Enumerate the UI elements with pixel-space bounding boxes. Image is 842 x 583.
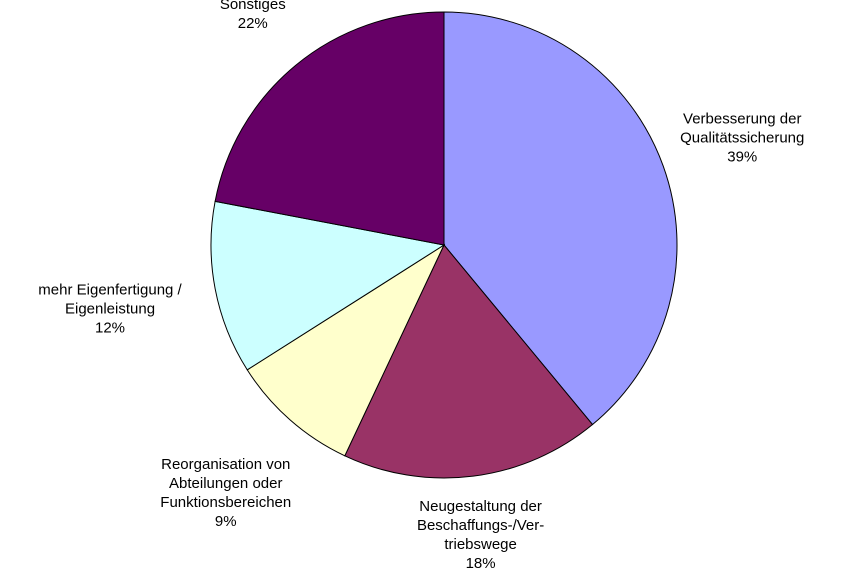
- category-label: Reorganisation von Abteilungen oder Funk…: [160, 455, 292, 511]
- pie-slice: [214, 11, 445, 246]
- value-label: 39%: [727, 148, 758, 166]
- pie-slice: [246, 243, 446, 457]
- pie-slice: [210, 200, 446, 371]
- value-label: 22%: [237, 14, 268, 32]
- slice-label: Neugestaltung der Beschaffungs-/Ver- tri…: [417, 497, 544, 573]
- category-label: Neugestaltung der Beschaffungs-/Ver- tri…: [416, 497, 545, 553]
- pie-slice: [443, 11, 678, 426]
- value-label: 12%: [94, 319, 126, 337]
- category-label: Verbesserung der Qualitätssicherung: [680, 110, 805, 147]
- value-label: 9%: [214, 512, 237, 530]
- category-label: mehr Eigenfertigung / Eigenleistung: [38, 281, 182, 318]
- slice-label: Reorganisation von Abteilungen oder Funk…: [160, 455, 291, 531]
- slice-label: Verbesserung der Qualitätssicherung 39%: [680, 109, 804, 166]
- slice-label: mehr Eigenfertigung / Eigenleistung 12%: [38, 280, 181, 337]
- pie-slice: [344, 244, 594, 479]
- slice-label: Sonstiges 22%: [220, 0, 286, 33]
- category-label: Sonstiges: [219, 0, 286, 13]
- value-label: 18%: [465, 554, 496, 572]
